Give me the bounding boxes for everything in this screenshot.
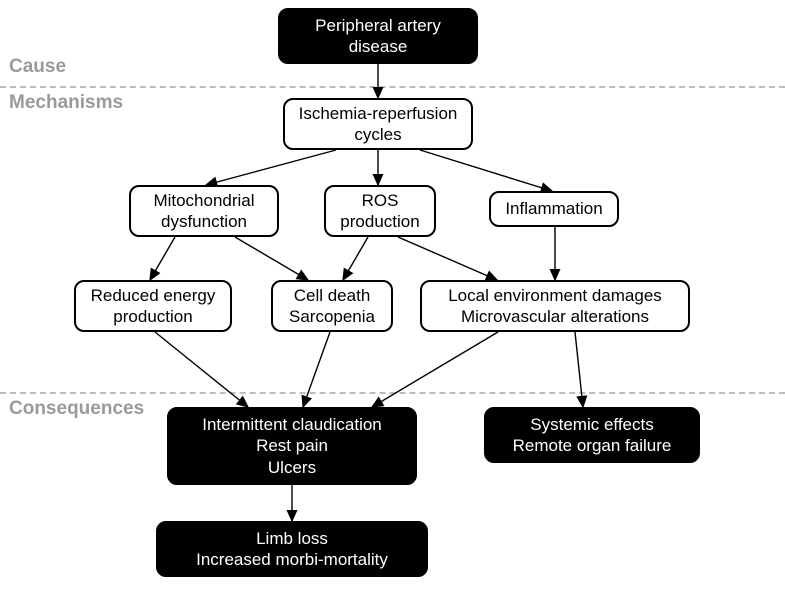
node-mito: Mitochondrialdysfunction [129,185,279,237]
node-local: Local environment damagesMicrovascular a… [420,280,690,332]
node-mito-line: dysfunction [161,211,247,232]
node-local-line: Local environment damages [448,285,662,306]
edge-mito-cell [235,237,308,280]
node-pad: Peripheral arterydisease [278,8,478,64]
node-irc: Ischemia-reperfusioncycles [283,98,473,150]
edge-local-claud [372,332,498,407]
node-ros: ROSproduction [324,185,436,237]
edge-ros-cell [343,237,368,280]
node-pad-line: Peripheral artery [315,15,441,36]
node-ros-line: production [340,211,419,232]
node-cell-line: Cell death [294,285,371,306]
edge-irc-inflam [420,150,552,191]
node-inflam-line: Inflammation [505,198,602,219]
node-irc-line: cycles [354,124,401,145]
section-label-mechanisms: Mechanisms [9,92,123,114]
node-claud: Intermittent claudicationRest painUlcers [167,407,417,485]
edge-irc-mito [206,150,336,185]
node-cell-line: Sarcopenia [289,306,375,327]
edge-energy-claud [155,332,248,407]
node-systemic-line: Systemic effects [530,414,653,435]
divider-2 [0,392,785,394]
edge-mito-energy [150,237,175,280]
node-pad-line: disease [349,36,408,57]
node-energy-line: Reduced energy [91,285,216,306]
node-claud-line: Intermittent claudication [202,414,382,435]
node-claud-line: Rest pain [256,435,328,456]
node-energy-line: production [113,306,192,327]
node-claud-line: Ulcers [268,457,316,478]
node-systemic: Systemic effectsRemote organ failure [484,407,700,463]
node-limb-line: Increased morbi-mortality [196,549,388,570]
node-cell: Cell deathSarcopenia [271,280,393,332]
node-systemic-line: Remote organ failure [513,435,672,456]
edge-cell-claud [303,332,330,407]
node-limb-line: Limb loss [256,528,328,549]
section-label-consequences: Consequences [9,398,144,420]
section-label-cause: Cause [9,56,66,78]
node-mito-line: Mitochondrial [153,190,254,211]
node-energy: Reduced energyproduction [74,280,232,332]
edge-ros-local [398,237,497,280]
edge-local-systemic [575,332,583,407]
node-irc-line: Ischemia-reperfusion [299,103,458,124]
node-limb: Limb lossIncreased morbi-mortality [156,521,428,577]
node-local-line: Microvascular alterations [461,306,649,327]
node-ros-line: ROS [362,190,399,211]
divider-1 [0,86,785,88]
node-inflam: Inflammation [489,191,619,227]
